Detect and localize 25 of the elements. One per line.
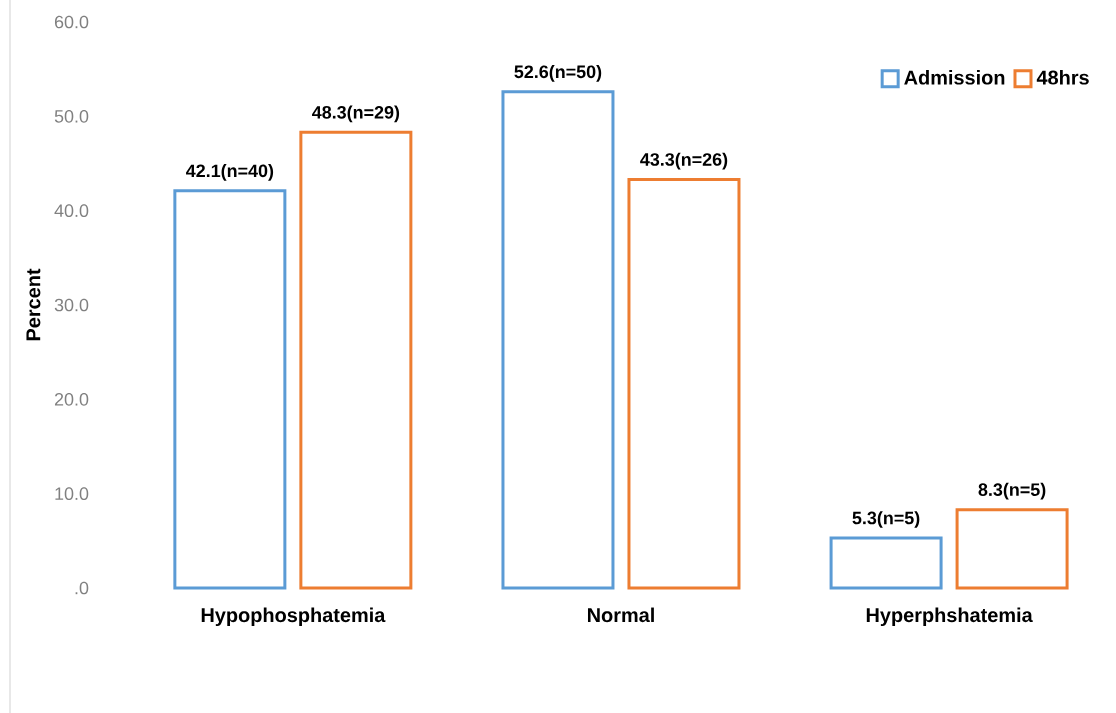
data-label: 52.6(n=50) [514, 64, 602, 82]
bar [299, 130, 413, 590]
x-tick-label: Normal [587, 607, 654, 623]
legend-label: Admission [904, 69, 1005, 85]
bar [173, 189, 287, 590]
y-tick-label: 20.0 [54, 392, 89, 406]
data-label: 5.3(n=5) [852, 511, 920, 528]
data-label: 8.3(n=5) [978, 482, 1046, 500]
legend-label: 48hrs [1036, 69, 1089, 85]
y-tick-label: 50.0 [54, 109, 89, 123]
y-axis-title: Percent [26, 268, 41, 341]
y-tick-label: .0 [75, 581, 89, 595]
bar [955, 508, 1069, 590]
data-label: 43.3(n=26) [640, 152, 728, 170]
y-tick-label: 30.0 [54, 298, 89, 312]
y-tick-label: 10.0 [55, 487, 89, 501]
data-label: 42.1(n=40) [186, 163, 274, 181]
bar [627, 178, 741, 590]
data-label: 48.3(n=29) [312, 105, 400, 123]
y-tick-label: 60.0 [54, 15, 89, 29]
bar [829, 536, 943, 590]
x-tick-label: Hypophosphatemia [201, 607, 386, 627]
bar [501, 90, 615, 590]
y-tick-label: 40.0 [54, 204, 89, 218]
x-tick-label: Hyperphshatemia [866, 607, 1033, 627]
